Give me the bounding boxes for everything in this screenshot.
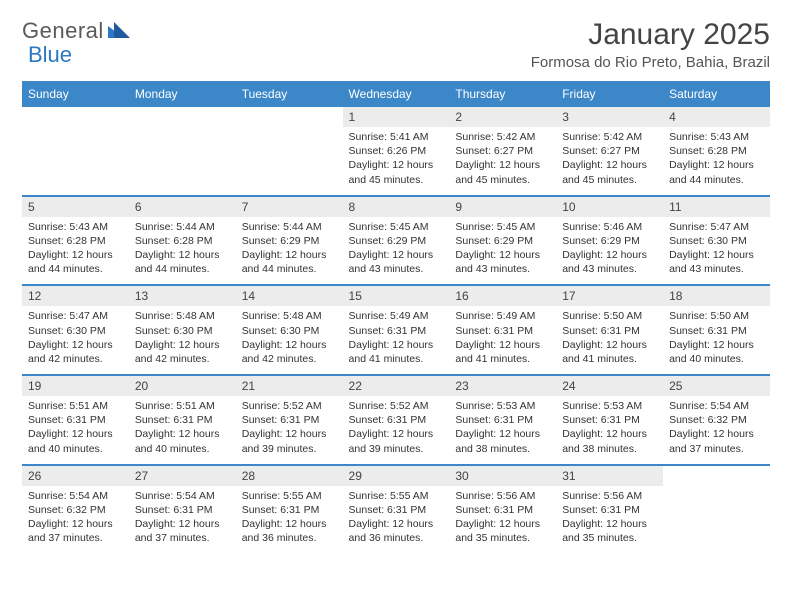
day-cell: Sunrise: 5:52 AMSunset: 6:31 PMDaylight:… [236, 396, 343, 465]
col-tuesday: Tuesday [236, 82, 343, 106]
day-cell: Sunrise: 5:47 AMSunset: 6:30 PMDaylight:… [663, 217, 770, 286]
day-cell: Sunrise: 5:47 AMSunset: 6:30 PMDaylight:… [22, 306, 129, 375]
day-number: 24 [556, 375, 663, 396]
day-number [22, 106, 129, 127]
day-number: 22 [343, 375, 450, 396]
col-monday: Monday [129, 82, 236, 106]
day-cell: Sunrise: 5:53 AMSunset: 6:31 PMDaylight:… [449, 396, 556, 465]
day-number: 16 [449, 285, 556, 306]
day-cell: Sunrise: 5:55 AMSunset: 6:31 PMDaylight:… [343, 486, 450, 554]
day-number: 7 [236, 196, 343, 217]
day-cell: Sunrise: 5:52 AMSunset: 6:31 PMDaylight:… [343, 396, 450, 465]
day-cell: Sunrise: 5:54 AMSunset: 6:31 PMDaylight:… [129, 486, 236, 554]
day-number: 27 [129, 465, 236, 486]
day-number: 21 [236, 375, 343, 396]
info-row: Sunrise: 5:43 AMSunset: 6:28 PMDaylight:… [22, 217, 770, 286]
day-cell: Sunrise: 5:42 AMSunset: 6:27 PMDaylight:… [449, 127, 556, 196]
day-number: 26 [22, 465, 129, 486]
calendar-table: Sunday Monday Tuesday Wednesday Thursday… [22, 81, 770, 553]
header: General January 2025 Formosa do Rio Pret… [22, 18, 770, 71]
day-number: 29 [343, 465, 450, 486]
day-cell: Sunrise: 5:54 AMSunset: 6:32 PMDaylight:… [663, 396, 770, 465]
day-cell: Sunrise: 5:46 AMSunset: 6:29 PMDaylight:… [556, 217, 663, 286]
info-row: Sunrise: 5:51 AMSunset: 6:31 PMDaylight:… [22, 396, 770, 465]
day-number [663, 465, 770, 486]
day-number: 20 [129, 375, 236, 396]
weekday-header-row: Sunday Monday Tuesday Wednesday Thursday… [22, 82, 770, 106]
info-row: Sunrise: 5:41 AMSunset: 6:26 PMDaylight:… [22, 127, 770, 196]
day-number: 19 [22, 375, 129, 396]
logo-text-1: General [22, 18, 104, 44]
col-friday: Friday [556, 82, 663, 106]
day-number: 5 [22, 196, 129, 217]
location: Formosa do Rio Preto, Bahia, Brazil [531, 54, 770, 71]
day-cell: Sunrise: 5:48 AMSunset: 6:30 PMDaylight:… [236, 306, 343, 375]
col-wednesday: Wednesday [343, 82, 450, 106]
daynum-row: 262728293031 [22, 465, 770, 486]
day-number: 17 [556, 285, 663, 306]
daynum-row: 19202122232425 [22, 375, 770, 396]
info-row: Sunrise: 5:47 AMSunset: 6:30 PMDaylight:… [22, 306, 770, 375]
day-number [129, 106, 236, 127]
day-number: 28 [236, 465, 343, 486]
daynum-row: 1234 [22, 106, 770, 127]
day-cell [236, 127, 343, 196]
day-number: 1 [343, 106, 450, 127]
col-sunday: Sunday [22, 82, 129, 106]
title-block: January 2025 Formosa do Rio Preto, Bahia… [531, 18, 770, 71]
day-number: 18 [663, 285, 770, 306]
day-number: 9 [449, 196, 556, 217]
daynum-row: 567891011 [22, 196, 770, 217]
day-number: 23 [449, 375, 556, 396]
day-cell [129, 127, 236, 196]
day-number: 25 [663, 375, 770, 396]
day-cell [22, 127, 129, 196]
day-cell [663, 486, 770, 554]
col-thursday: Thursday [449, 82, 556, 106]
day-number: 2 [449, 106, 556, 127]
day-cell: Sunrise: 5:50 AMSunset: 6:31 PMDaylight:… [556, 306, 663, 375]
day-number [236, 106, 343, 127]
day-number: 31 [556, 465, 663, 486]
day-cell: Sunrise: 5:51 AMSunset: 6:31 PMDaylight:… [129, 396, 236, 465]
logo: General [22, 18, 130, 44]
day-cell: Sunrise: 5:56 AMSunset: 6:31 PMDaylight:… [556, 486, 663, 554]
day-number: 14 [236, 285, 343, 306]
day-cell: Sunrise: 5:49 AMSunset: 6:31 PMDaylight:… [449, 306, 556, 375]
day-cell: Sunrise: 5:53 AMSunset: 6:31 PMDaylight:… [556, 396, 663, 465]
day-number: 3 [556, 106, 663, 127]
day-number: 12 [22, 285, 129, 306]
daynum-row: 12131415161718 [22, 285, 770, 306]
day-cell: Sunrise: 5:43 AMSunset: 6:28 PMDaylight:… [663, 127, 770, 196]
day-number: 6 [129, 196, 236, 217]
day-cell: Sunrise: 5:51 AMSunset: 6:31 PMDaylight:… [22, 396, 129, 465]
logo-triangle-icon [108, 18, 130, 44]
logo-text-2: Blue [28, 42, 72, 68]
month-title: January 2025 [531, 18, 770, 52]
day-number: 4 [663, 106, 770, 127]
day-cell: Sunrise: 5:50 AMSunset: 6:31 PMDaylight:… [663, 306, 770, 375]
day-cell: Sunrise: 5:41 AMSunset: 6:26 PMDaylight:… [343, 127, 450, 196]
day-number: 11 [663, 196, 770, 217]
day-number: 30 [449, 465, 556, 486]
day-number: 15 [343, 285, 450, 306]
day-cell: Sunrise: 5:42 AMSunset: 6:27 PMDaylight:… [556, 127, 663, 196]
day-number: 10 [556, 196, 663, 217]
day-cell: Sunrise: 5:56 AMSunset: 6:31 PMDaylight:… [449, 486, 556, 554]
day-cell: Sunrise: 5:44 AMSunset: 6:28 PMDaylight:… [129, 217, 236, 286]
day-cell: Sunrise: 5:54 AMSunset: 6:32 PMDaylight:… [22, 486, 129, 554]
day-cell: Sunrise: 5:55 AMSunset: 6:31 PMDaylight:… [236, 486, 343, 554]
day-number: 8 [343, 196, 450, 217]
day-cell: Sunrise: 5:43 AMSunset: 6:28 PMDaylight:… [22, 217, 129, 286]
day-cell: Sunrise: 5:48 AMSunset: 6:30 PMDaylight:… [129, 306, 236, 375]
col-saturday: Saturday [663, 82, 770, 106]
day-cell: Sunrise: 5:45 AMSunset: 6:29 PMDaylight:… [449, 217, 556, 286]
day-cell: Sunrise: 5:49 AMSunset: 6:31 PMDaylight:… [343, 306, 450, 375]
day-cell: Sunrise: 5:45 AMSunset: 6:29 PMDaylight:… [343, 217, 450, 286]
info-row: Sunrise: 5:54 AMSunset: 6:32 PMDaylight:… [22, 486, 770, 554]
day-cell: Sunrise: 5:44 AMSunset: 6:29 PMDaylight:… [236, 217, 343, 286]
day-number: 13 [129, 285, 236, 306]
